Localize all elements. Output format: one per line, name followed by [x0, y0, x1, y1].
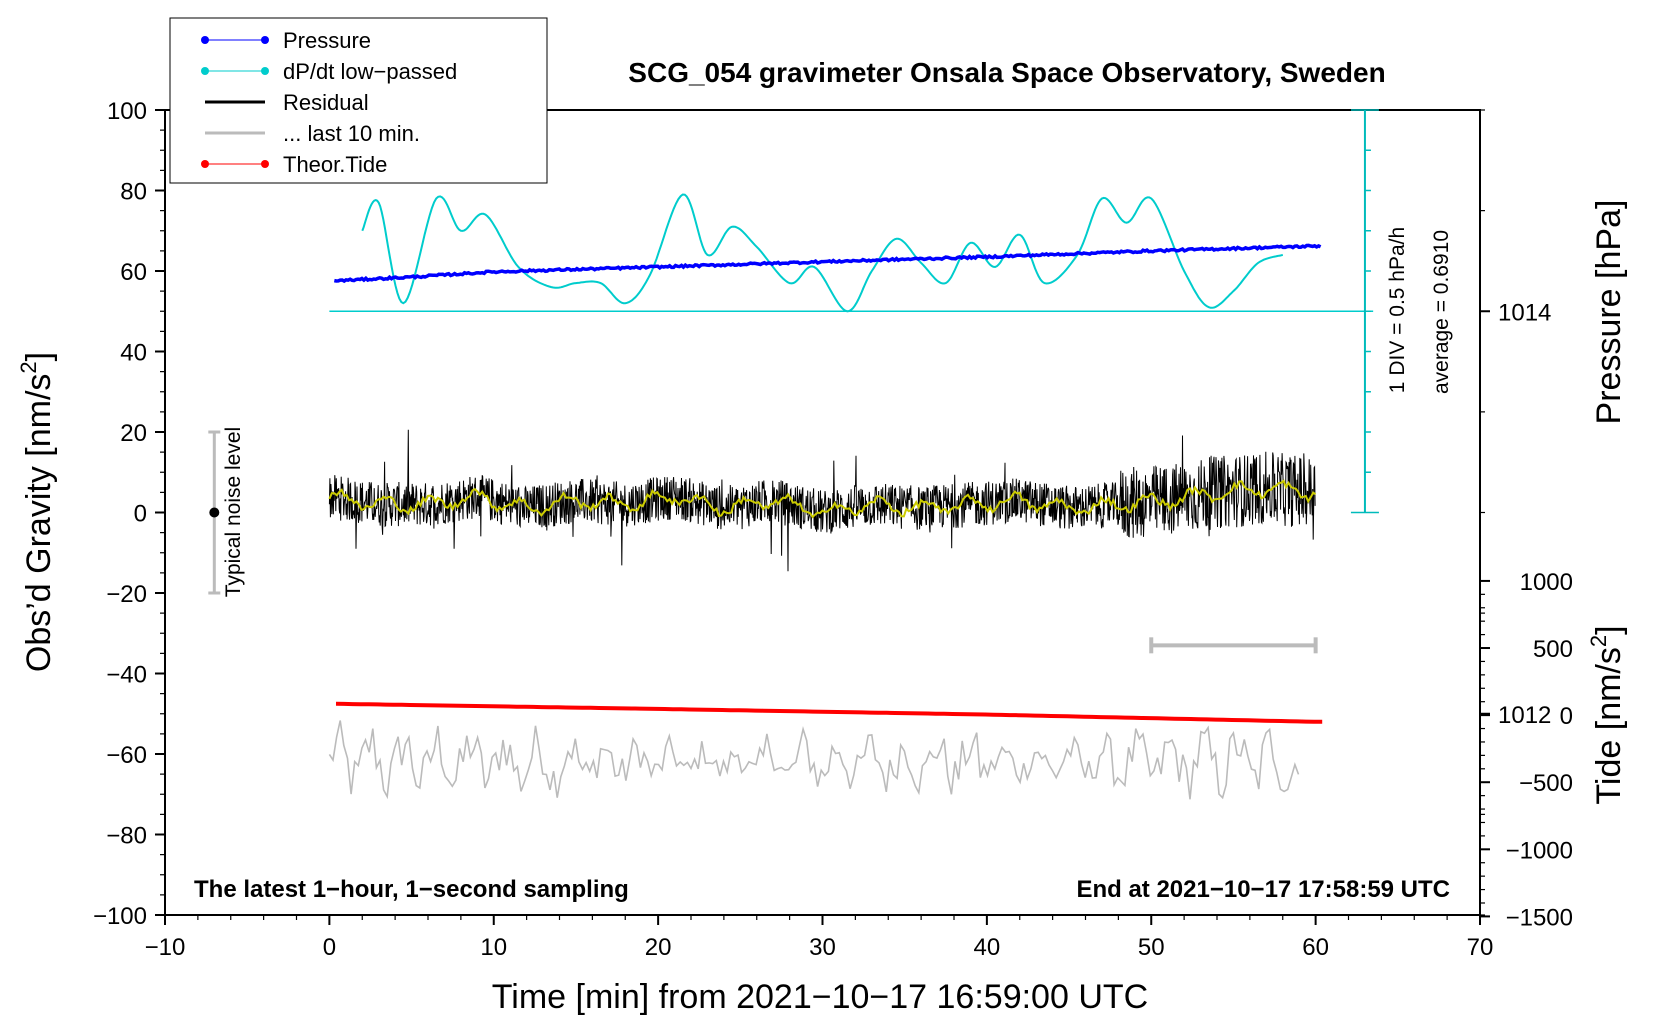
- footer-left: The latest 1−hour, 1−second sampling: [194, 876, 629, 903]
- legend-label: Pressure: [283, 28, 371, 53]
- x-tick-label: 0: [323, 934, 336, 961]
- tide-tick-label: 0: [1560, 703, 1573, 730]
- x-tick-label: 10: [480, 934, 507, 961]
- legend-label: Theor.Tide: [283, 152, 387, 177]
- x-axis-title: Time [min] from 2021−10−17 16:59:00 UTC: [492, 978, 1148, 1016]
- residual-smoothed-line: [328, 479, 1317, 519]
- legend-marker: [201, 67, 209, 75]
- legend-marker: [201, 160, 209, 168]
- tide-tick-label: −1500: [1506, 904, 1573, 931]
- noise-level-label: Typical noise level: [222, 427, 245, 597]
- tide-tick-label: 500: [1533, 636, 1573, 663]
- scale-annotation-div: 1 DIV = 0.5 hPa/h: [1386, 227, 1409, 393]
- y-axis-title-left: Obs’d Gravity [nm/s2]: [16, 352, 58, 672]
- annotations: [208, 109, 1379, 654]
- tide-tick-label: −1000: [1506, 837, 1573, 864]
- y-tick-label: 80: [120, 179, 147, 206]
- last-10-min-line: [328, 720, 1300, 800]
- y-tick-label: −80: [106, 823, 147, 850]
- footer-right: End at 2021−10−17 17:58:59 UTC: [1076, 876, 1450, 903]
- x-tick-label: −10: [145, 934, 186, 961]
- noise-bar-center: [209, 507, 220, 518]
- y-tick-label: −60: [106, 742, 147, 769]
- pressure-line: [333, 243, 1322, 284]
- data-series: [328, 193, 1374, 800]
- y-tick-label: 40: [120, 340, 147, 367]
- y-axis-title-pressure: Pressure [hPa]: [1590, 200, 1628, 425]
- x-tick-label: 40: [974, 934, 1001, 961]
- x-tick-label: 30: [809, 934, 836, 961]
- y-tick-label: −100: [93, 903, 147, 930]
- legend-label: dP/dt low−passed: [283, 59, 457, 84]
- y-tick-label: 20: [120, 420, 147, 447]
- tide-tick-label: −500: [1519, 770, 1573, 797]
- axis-ticks: −10 0 10 20 30 40 50 60 70100806040200−20−40−60−…: [93, 98, 1573, 961]
- legend-marker: [261, 67, 269, 75]
- legend-marker: [261, 36, 269, 44]
- x-tick-label: 60: [1302, 934, 1329, 961]
- y-tick-label: −40: [106, 662, 147, 689]
- x-tick-label: 20: [645, 934, 672, 961]
- y-tick-label: 100: [107, 98, 147, 125]
- y-tick-label: −20: [106, 581, 147, 608]
- tide-tick-label: 1000: [1520, 569, 1573, 596]
- pressure-tick-label: 1014: [1498, 299, 1551, 326]
- legend-label: Residual: [283, 90, 369, 115]
- dpdt-line: [361, 193, 1284, 313]
- tide-line: [335, 701, 1323, 724]
- legend-label: ... last 10 min.: [283, 121, 420, 146]
- pressure-tick-label: 1012: [1498, 702, 1551, 729]
- y-axis-title-tide: Tide [nm/s2]: [1586, 625, 1628, 804]
- y-tick-label: 60: [120, 259, 147, 286]
- legend-marker: [261, 160, 269, 168]
- x-tick-label: 70: [1467, 934, 1494, 961]
- chart-title: SCG_054 gravimeter Onsala Space Observat…: [628, 57, 1385, 88]
- legend-marker: [201, 36, 209, 44]
- x-tick-label: 50: [1138, 934, 1165, 961]
- y-tick-label: 0: [134, 501, 147, 528]
- residual-line: [328, 429, 1316, 572]
- legend: Pressure dP/dt low−passed Residual ... last…: [169, 17, 548, 184]
- scale-annotation-average: average = 0.6910: [1430, 230, 1453, 394]
